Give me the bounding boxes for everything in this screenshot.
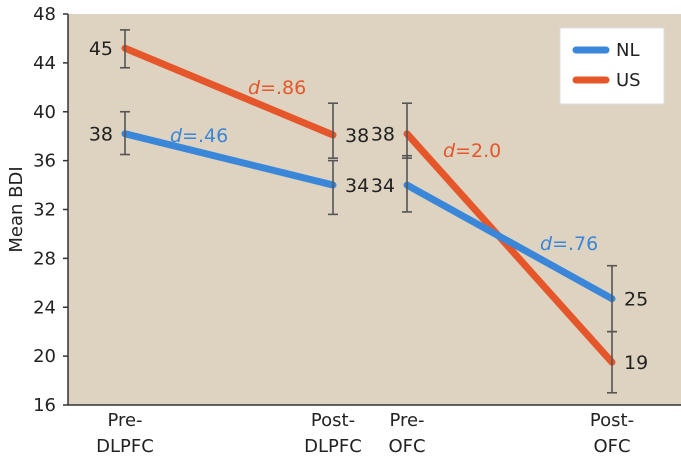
y-tick-label: 36 [33, 151, 56, 172]
data-label: 38 [371, 124, 395, 146]
effect-size-value: =.86 [260, 77, 306, 99]
effect-size-prefix: d [540, 233, 553, 255]
series-us-segment [403, 130, 616, 366]
legend-label-us: US [616, 70, 641, 91]
y-tick-label: 40 [33, 102, 56, 123]
y-tick-label: 44 [33, 53, 56, 74]
data-label: 38 [345, 125, 369, 147]
effect-size-label: d=.86 [248, 77, 306, 99]
data-label: 34 [371, 175, 395, 197]
effect-size-prefix: d [443, 140, 456, 162]
effect-size-value: =.76 [552, 233, 598, 255]
y-tick-label: 16 [33, 395, 56, 416]
x-tick-label-line2: OFC [388, 436, 425, 457]
y-axis-label: Mean BDI [6, 166, 27, 252]
y-tick-label: 28 [33, 248, 56, 269]
x-tick-label-line1: Pre- [389, 410, 424, 431]
y-tick-label: 48 [33, 4, 56, 25]
y-tick-label: 32 [33, 200, 56, 221]
series-nl-segment [403, 181, 616, 303]
legend-box [559, 27, 665, 105]
data-label: 38 [89, 124, 113, 146]
x-tick-label-line1: Post- [590, 410, 634, 431]
effect-size-prefix: d [170, 125, 183, 147]
data-label: 19 [624, 352, 648, 374]
effect-size-label: d=.76 [540, 233, 598, 255]
series-nl-segment [121, 130, 337, 189]
x-tick-label-line2: DLPFC [96, 436, 154, 457]
legend-label-nl: NL [616, 40, 640, 61]
x-tick-label-line1: Pre- [107, 410, 142, 431]
effect-size-value: =.46 [182, 125, 228, 147]
x-tick-label-line1: Post- [311, 410, 355, 431]
data-label: 25 [624, 289, 648, 311]
x-tick-label-line2: OFC [593, 436, 630, 457]
x-tick-label-line2: DLPFC [304, 436, 362, 457]
data-label: 45 [89, 38, 113, 60]
data-label: 34 [345, 175, 369, 197]
effect-size-value: =2.0 [455, 140, 501, 162]
effect-size-label: d=2.0 [443, 140, 501, 162]
effect-size-prefix: d [248, 77, 261, 99]
effect-size-label: d=.46 [170, 125, 228, 147]
series-us-segment [121, 44, 337, 139]
y-tick-label: 24 [33, 297, 56, 318]
y-tick-label: 20 [33, 346, 56, 367]
